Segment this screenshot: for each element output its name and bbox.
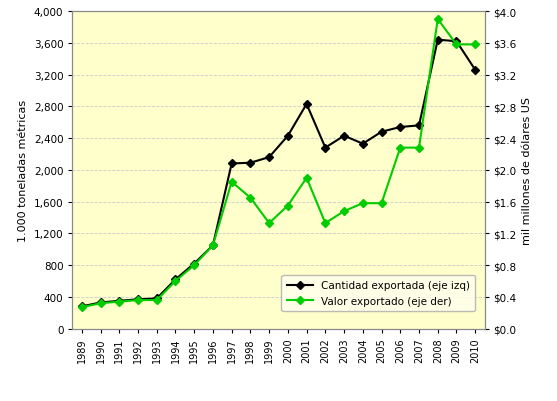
Cantidad exportada (eje izq) (359, 142, 366, 147)
Cantidad exportada (eje izq) (172, 277, 179, 282)
Legend: Cantidad exportada (eje izq), Valor exportado (eje der): Cantidad exportada (eje izq), Valor expo… (281, 275, 475, 311)
Cantidad exportada (eje izq) (303, 102, 310, 107)
Valor exportado (eje der) (266, 221, 272, 226)
Valor exportado (eje der) (79, 305, 85, 310)
Valor exportado (eje der) (378, 201, 385, 206)
Valor exportado (eje der) (322, 221, 329, 226)
Valor exportado (eje der) (228, 180, 235, 185)
Line: Cantidad exportada (eje izq): Cantidad exportada (eje izq) (79, 38, 478, 310)
Valor exportado (eje der) (97, 301, 104, 306)
Valor exportado (eje der) (247, 196, 254, 200)
Valor exportado (eje der) (135, 298, 141, 303)
Y-axis label: 1.000 toneladas métricas: 1.000 toneladas métricas (18, 99, 28, 241)
Cantidad exportada (eje izq) (416, 124, 422, 128)
Valor exportado (eje der) (453, 43, 460, 48)
Cantidad exportada (eje izq) (247, 161, 254, 166)
Cantidad exportada (eje izq) (341, 134, 348, 139)
Valor exportado (eje der) (397, 146, 404, 151)
Cantidad exportada (eje izq) (135, 297, 141, 302)
Valor exportado (eje der) (209, 243, 216, 248)
Cantidad exportada (eje izq) (378, 130, 385, 135)
Valor exportado (eje der) (341, 209, 348, 214)
Cantidad exportada (eje izq) (79, 304, 85, 309)
Valor exportado (eje der) (285, 204, 291, 209)
Cantidad exportada (eje izq) (266, 155, 272, 160)
Cantidad exportada (eje izq) (434, 38, 441, 43)
Cantidad exportada (eje izq) (285, 134, 291, 139)
Cantidad exportada (eje izq) (191, 261, 198, 266)
Valor exportado (eje der) (191, 263, 198, 268)
Cantidad exportada (eje izq) (453, 40, 460, 45)
Cantidad exportada (eje izq) (228, 162, 235, 166)
Line: Valor exportado (eje der): Valor exportado (eje der) (79, 17, 478, 310)
Cantidad exportada (eje izq) (97, 300, 104, 305)
Cantidad exportada (eje izq) (397, 125, 404, 130)
Cantidad exportada (eje izq) (322, 146, 329, 151)
Cantidad exportada (eje izq) (472, 68, 478, 73)
Valor exportado (eje der) (416, 146, 422, 151)
Cantidad exportada (eje izq) (209, 243, 216, 248)
Valor exportado (eje der) (116, 300, 123, 304)
Valor exportado (eje der) (359, 201, 366, 206)
Valor exportado (eje der) (472, 43, 478, 48)
Cantidad exportada (eje izq) (153, 296, 160, 301)
Valor exportado (eje der) (153, 298, 160, 303)
Valor exportado (eje der) (172, 279, 179, 284)
Y-axis label: mil millones de dólares US: mil millones de dólares US (522, 97, 532, 244)
Valor exportado (eje der) (303, 176, 310, 181)
Cantidad exportada (eje izq) (116, 299, 123, 304)
Valor exportado (eje der) (434, 18, 441, 22)
